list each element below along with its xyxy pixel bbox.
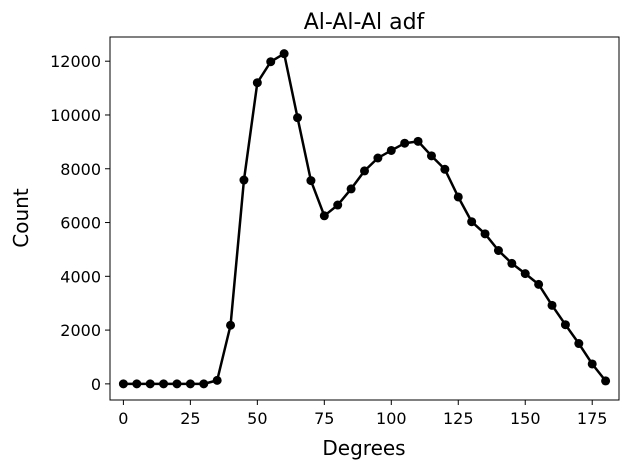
y-tick-label: 6000 — [60, 214, 101, 233]
y-tick-label: 0 — [91, 375, 101, 394]
data-point — [480, 229, 490, 239]
data-point — [453, 192, 463, 202]
y-tick-label: 4000 — [60, 267, 101, 286]
x-axis-label: Degrees — [322, 436, 405, 460]
x-tick-label: 125 — [443, 409, 474, 428]
data-point — [574, 339, 584, 349]
chart-title: Al-Al-Al adf — [304, 10, 426, 35]
data-point — [118, 379, 128, 389]
data-point — [306, 176, 316, 186]
data-point — [507, 258, 517, 268]
data-point — [467, 217, 477, 227]
data-point — [132, 379, 142, 389]
data-point — [199, 379, 209, 389]
plot-area — [118, 49, 611, 389]
data-point — [360, 166, 369, 176]
data-point — [319, 211, 329, 221]
data-point — [440, 164, 450, 174]
data-point — [426, 151, 436, 161]
data-point — [239, 175, 249, 185]
x-tick-label: 25 — [180, 409, 200, 428]
data-point — [373, 153, 383, 163]
data-point — [587, 359, 597, 369]
data-point — [145, 379, 155, 389]
data-point — [534, 279, 544, 289]
y-tick-label: 8000 — [60, 160, 101, 179]
data-point — [386, 145, 396, 155]
data-point — [159, 379, 169, 389]
data-point — [413, 136, 423, 146]
data-point — [279, 49, 289, 59]
x-tick-label: 50 — [247, 409, 267, 428]
data-point — [226, 320, 236, 330]
data-point — [293, 113, 303, 123]
data-point — [346, 184, 356, 194]
x-tick-label: 75 — [314, 409, 334, 428]
data-point — [520, 269, 530, 279]
data-point — [266, 57, 276, 67]
y-tick-label: 10000 — [50, 106, 101, 125]
data-point — [400, 138, 410, 148]
data-point — [493, 246, 503, 255]
x-tick-label: 100 — [376, 409, 407, 428]
data-point — [601, 376, 611, 386]
data-point — [172, 379, 182, 389]
data-point — [185, 379, 195, 389]
y-tick-label: 2000 — [60, 321, 101, 340]
data-point — [252, 78, 262, 88]
x-tick-label: 0 — [118, 409, 128, 428]
axis-ticks: 0 25 50 75 100 125 150 175 0 2000 4000 6000 8000 1000… — [50, 52, 607, 428]
plot-frame — [109, 36, 620, 401]
data-point — [547, 300, 557, 310]
x-tick-label: 175 — [577, 409, 608, 428]
data-point — [333, 200, 343, 210]
data-point — [560, 320, 570, 330]
x-tick-label: 150 — [510, 409, 541, 428]
data-point — [212, 375, 222, 385]
y-axis-label: Count — [9, 188, 33, 248]
y-tick-label: 12000 — [50, 52, 101, 71]
